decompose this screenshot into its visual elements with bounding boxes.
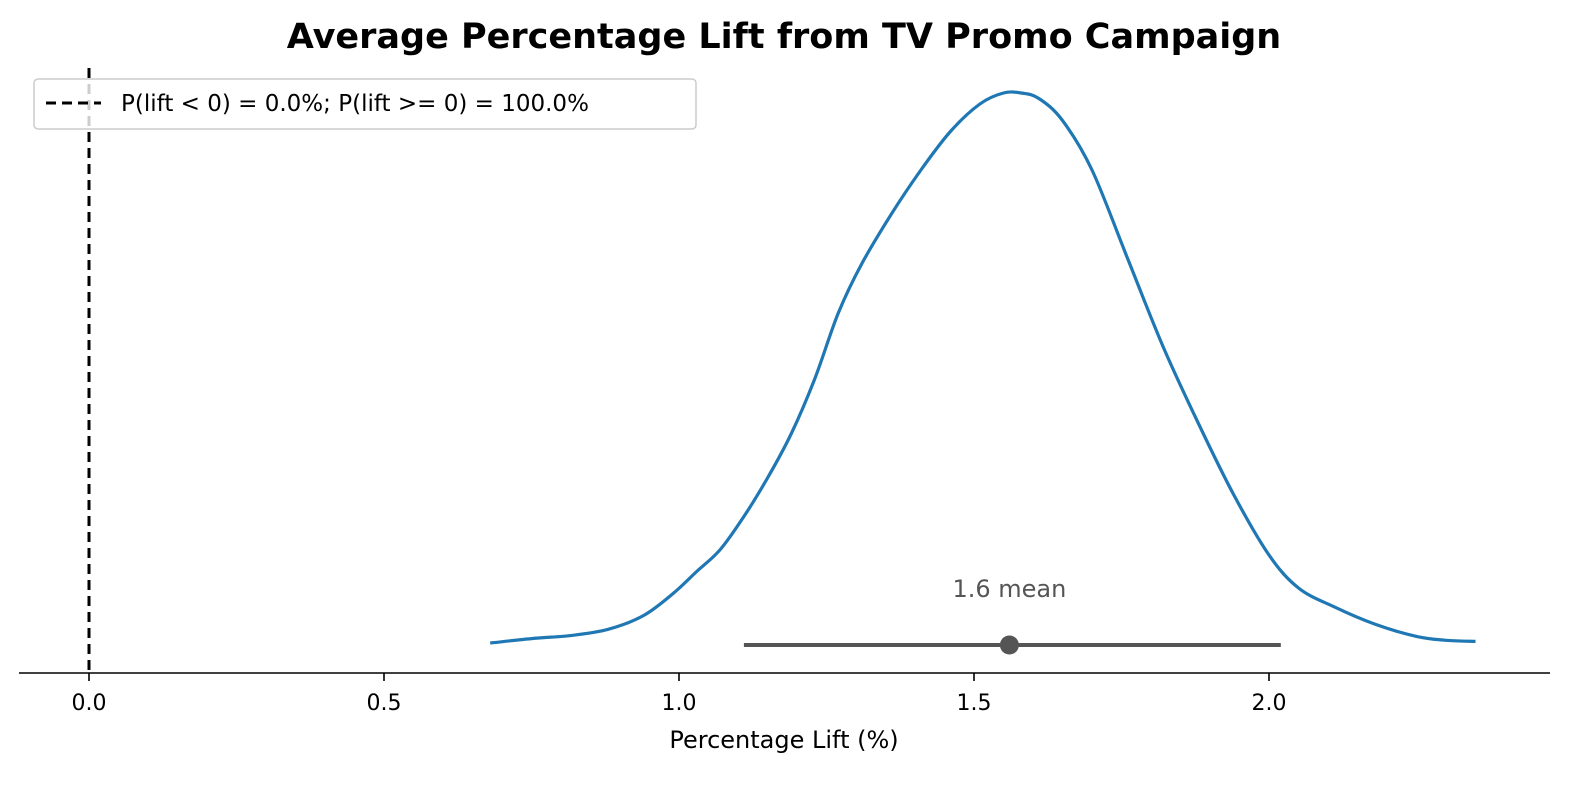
x-tick-label: 2.0: [1252, 691, 1287, 716]
chart-title: Average Percentage Lift from TV Promo Ca…: [287, 17, 1281, 57]
mean-annotation: 1.6 mean: [952, 575, 1066, 603]
plot-area: 1.6 mean: [87, 68, 1476, 673]
density-curve-0: [490, 90, 1476, 645]
legend-box: [33, 78, 697, 130]
x-axis-label: Percentage Lift (%): [669, 726, 898, 754]
legend-entry-label: P(lift < 0) = 0.0%; P(lift >= 0) = 100.0…: [121, 91, 589, 117]
x-tick-label: 0.0: [72, 691, 107, 716]
x-axis-ticks: 0.0 0.5 1.0 1.5 2.0: [72, 673, 1287, 716]
x-tick-label: 1.5: [957, 691, 992, 716]
x-tick-label: 1.0: [662, 691, 697, 716]
legend: P(lift < 0) = 0.0%; P(lift >= 0) = 100.0…: [33, 78, 697, 130]
x-tick-label: 0.5: [367, 691, 402, 716]
mean-point: [999, 635, 1019, 655]
